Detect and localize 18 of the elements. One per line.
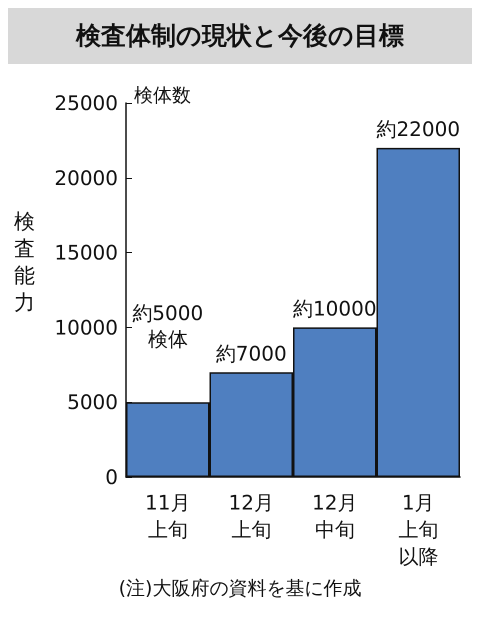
annotation: 検体数 xyxy=(134,84,191,106)
data-label: 約10000 xyxy=(292,296,377,320)
y-axis-title: 検査能力 xyxy=(14,210,35,314)
text: (注)大阪府の資料を基に作成 xyxy=(118,578,362,600)
y-tick-label: 25000 xyxy=(54,91,118,115)
y-tick-label: 10000 xyxy=(54,315,118,340)
y-tick-label: 20000 xyxy=(54,166,118,190)
y-tick-label: 5000 xyxy=(67,390,118,414)
chart-title: 検査体制の現状と今後の目標 xyxy=(75,21,404,50)
x-tick-label: 1月上旬以降 xyxy=(398,490,438,568)
data-label: 約22000 xyxy=(376,116,460,141)
y-tick-label: 0 xyxy=(105,465,118,489)
x-tick-label: 12月中旬 xyxy=(312,490,358,542)
data-label: 約5000 検体 xyxy=(132,301,204,352)
data-label: 約7000 xyxy=(216,341,287,366)
x-tick-label: 12月上旬 xyxy=(228,490,274,542)
y-tick-label: 15000 xyxy=(54,240,118,265)
x-tick-label: 11月上旬 xyxy=(145,490,190,542)
